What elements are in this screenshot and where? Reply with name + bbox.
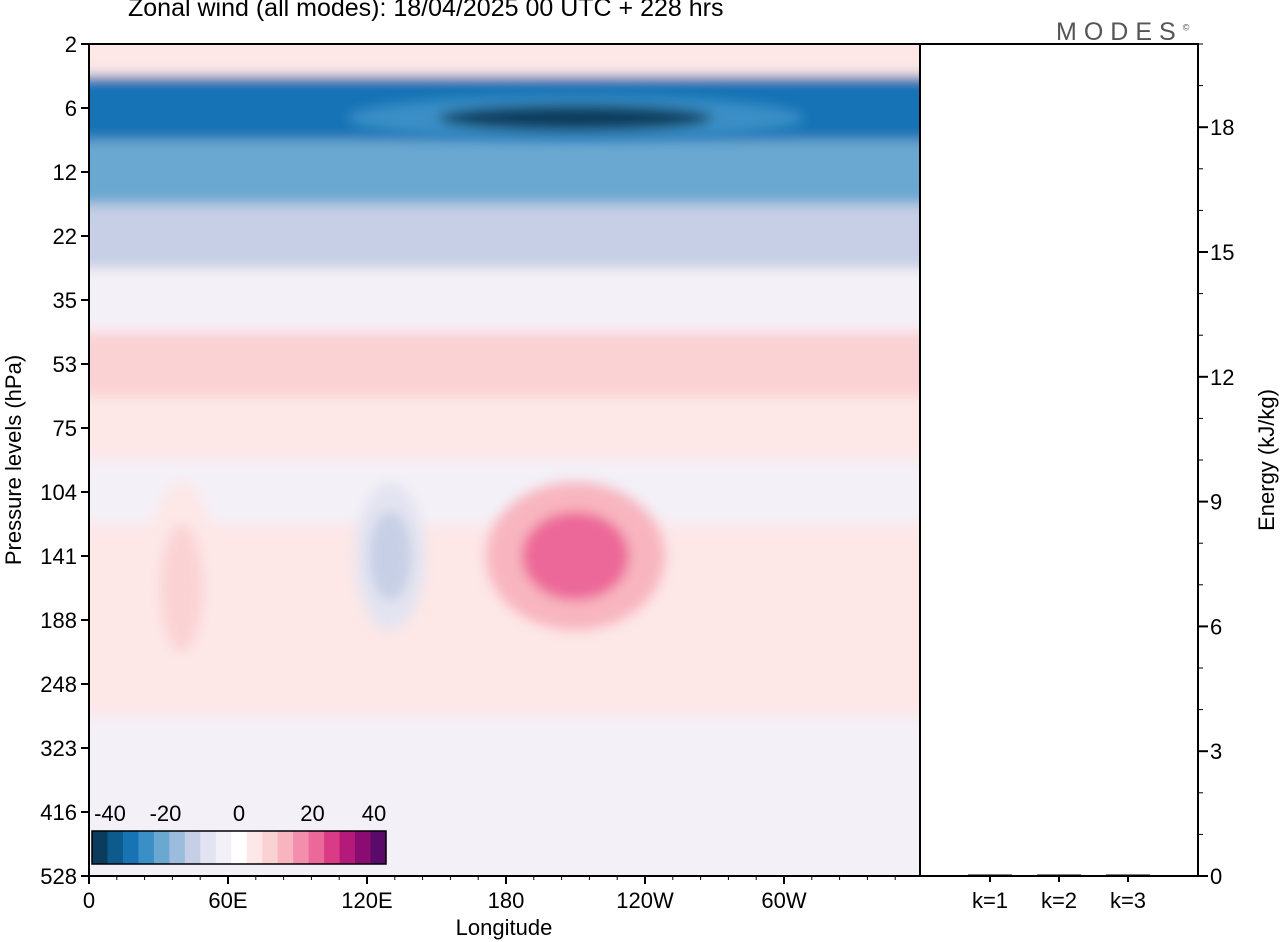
x-tick-label: 60W: [761, 888, 806, 913]
copyright-mark: ©: [1182, 22, 1190, 33]
colorbar-swatch: [107, 831, 124, 864]
energy-tick-label: 0: [1210, 864, 1222, 889]
energy-tick-label: 9: [1210, 490, 1222, 515]
colorbar-swatch: [122, 831, 139, 864]
energy-tick-label: 6: [1210, 614, 1222, 639]
colorbar-swatch: [184, 831, 201, 864]
wind-contour-field: [89, 44, 920, 876]
colorbar-swatch: [308, 831, 325, 864]
energy-tick-label: 18: [1210, 115, 1234, 140]
y-tick-label: 248: [40, 672, 77, 697]
colorbar-swatch: [200, 831, 217, 864]
y-tick-label: 22: [53, 224, 77, 249]
y-tick-label: 12: [53, 160, 77, 185]
energy-tick-label: 12: [1210, 365, 1234, 390]
energy-bar-k=2: [1037, 874, 1081, 876]
x-axis-label: Longitude: [456, 915, 553, 940]
colorbar-frame: [91, 830, 387, 865]
colorbar-label: 0: [233, 801, 245, 826]
feature-1-core: [521, 511, 630, 601]
y-axis-label: Pressure levels (hPa): [1, 355, 26, 565]
colorbar-swatch: [324, 831, 341, 864]
colorbar-swatch: [339, 831, 356, 864]
y-tick-label: 35: [53, 288, 77, 313]
energy-tick-label: 3: [1210, 739, 1222, 764]
colorbar-label: -40: [94, 801, 126, 826]
band-53hPa: [89, 332, 920, 396]
y-tick-label: 323: [40, 736, 77, 761]
energy-category-label: k=2: [1041, 888, 1077, 913]
band-2hPa: [89, 44, 920, 76]
colorbar-label: 20: [300, 801, 324, 826]
colorbar-label: -20: [150, 801, 182, 826]
colorbar-swatch: [262, 831, 279, 864]
y-tick-label: 2: [65, 32, 77, 57]
colorbar-swatch: [153, 831, 170, 864]
colorbar-swatch: [293, 831, 310, 864]
colorbar-swatch: [370, 831, 387, 864]
feature-3-core: [369, 511, 412, 601]
colorbar-swatch: [246, 831, 263, 864]
x-tick-label: 60E: [208, 888, 247, 913]
energy-category-label: k=1: [972, 888, 1008, 913]
colorbar-swatch: [138, 831, 155, 864]
energy-bar-k=3: [1106, 874, 1150, 876]
y-tick-label: 188: [40, 608, 77, 633]
modes-logo: MODES©: [1056, 18, 1189, 47]
feature-0-core: [438, 104, 713, 132]
y-tick-label: 416: [40, 800, 77, 825]
modes-logo-text: MODES: [1056, 18, 1183, 46]
chart-title: Zonal wind (all modes): 18/04/2025 00 UT…: [128, 0, 724, 22]
colorbar-swatch: [92, 831, 108, 864]
x-tick-label: 120W: [616, 888, 674, 913]
band-75hPa: [89, 396, 920, 460]
energy-bar-k=1: [968, 874, 1012, 876]
energy-bars: k=1 k=2 k=3: [968, 874, 1150, 913]
colorbar-swatch: [215, 831, 232, 864]
colorbar-swatch: [355, 831, 372, 864]
energy-category-label: k=3: [1110, 888, 1146, 913]
colorbar-swatch: [231, 831, 248, 864]
colorbar-swatch: [169, 831, 186, 864]
features: [146, 96, 804, 694]
feature-2-core: [160, 524, 203, 652]
band-323hPa: [89, 716, 920, 780]
y-tick-label: 141: [40, 544, 77, 569]
energy-axis-label: Energy (kJ/kg): [1254, 389, 1279, 531]
energy-panel-frame: [919, 43, 1199, 877]
band-35hPa: [89, 268, 920, 332]
x-tick-label: 120E: [341, 888, 392, 913]
y-tick-label: 528: [40, 864, 77, 889]
y-tick-label: 6: [65, 96, 77, 121]
x-tick-label: 0: [83, 888, 95, 913]
colorbar: -40 -20 0 20 40: [91, 801, 387, 865]
y-tick-label: 53: [53, 352, 77, 377]
colorbar-label: 40: [362, 801, 386, 826]
zonal-bands: [89, 44, 920, 876]
band-22hPa: [89, 204, 920, 268]
x-tick-label: 180: [488, 888, 525, 913]
band-248hPa: [89, 652, 920, 716]
energy-tick-label: 15: [1210, 240, 1234, 265]
y-tick-label: 75: [53, 416, 77, 441]
band-12hPa: [89, 140, 920, 204]
colorbar-swatch: [277, 831, 294, 864]
y-tick-label: 104: [40, 480, 77, 505]
